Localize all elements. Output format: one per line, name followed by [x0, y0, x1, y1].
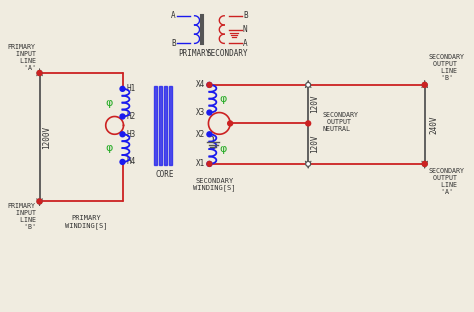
Text: B: B [171, 39, 176, 48]
Text: φ: φ [219, 144, 227, 154]
Bar [169, 86, 172, 165]
Circle shape [207, 82, 212, 87]
Circle shape [422, 161, 427, 166]
Text: H4: H4 [127, 158, 136, 166]
Circle shape [422, 82, 427, 87]
Circle shape [37, 199, 42, 204]
Bar [164, 86, 167, 165]
Text: H3: H3 [127, 130, 136, 139]
Circle shape [120, 159, 125, 164]
Text: PRIMARY
 INPUT
  LINE
  'A': PRIMARY INPUT LINE 'A' [8, 44, 36, 71]
Text: A: A [243, 39, 247, 48]
Text: N: N [243, 25, 247, 34]
Text: X2: X2 [196, 130, 205, 139]
Text: 120V: 120V [310, 95, 319, 113]
Circle shape [37, 71, 42, 76]
Bar [159, 86, 162, 165]
Text: A: A [171, 11, 176, 20]
Circle shape [207, 161, 212, 166]
Text: 240V: 240V [429, 115, 438, 134]
Circle shape [37, 199, 42, 204]
Circle shape [422, 82, 427, 87]
Text: 1200V: 1200V [42, 126, 51, 149]
Text: SECONDARY
 OUTPUT
   LINE
   'B': SECONDARY OUTPUT LINE 'B' [428, 54, 465, 81]
Text: SECONDARY
 OUTPUT
NEUTRAL: SECONDARY OUTPUT NEUTRAL [323, 112, 359, 132]
Circle shape [120, 114, 125, 119]
Circle shape [228, 121, 233, 126]
Circle shape [207, 110, 212, 115]
Text: φ: φ [105, 143, 112, 153]
Circle shape [207, 82, 212, 87]
Text: X4: X4 [196, 80, 205, 90]
Circle shape [422, 161, 427, 166]
Text: φ: φ [105, 98, 112, 108]
Circle shape [120, 86, 125, 91]
Text: SECONDARY
 OUTPUT
   LINE
   'A': SECONDARY OUTPUT LINE 'A' [428, 168, 465, 195]
Text: X3: X3 [196, 108, 205, 117]
Circle shape [207, 161, 212, 166]
Text: H2: H2 [127, 112, 136, 121]
Text: φ: φ [219, 94, 227, 104]
Text: X1: X1 [196, 159, 205, 168]
Text: CORE: CORE [156, 170, 174, 179]
Circle shape [120, 132, 125, 137]
Text: 120V: 120V [310, 134, 319, 153]
Circle shape [306, 121, 310, 126]
Text: PRIMARY: PRIMARY [178, 49, 211, 58]
Circle shape [306, 82, 310, 87]
Text: H1: H1 [127, 84, 136, 93]
Text: SECONDARY
WINDING[S]: SECONDARY WINDING[S] [193, 178, 236, 192]
Text: SECONDARY: SECONDARY [206, 49, 248, 58]
Circle shape [306, 161, 310, 166]
Bar [154, 86, 157, 165]
Text: B: B [243, 11, 247, 20]
Text: PRIMARY
WINDING[S]: PRIMARY WINDING[S] [65, 215, 107, 229]
Circle shape [37, 71, 42, 76]
Text: PRIMARY
 INPUT
  LINE
  'B': PRIMARY INPUT LINE 'B' [8, 203, 36, 230]
Circle shape [207, 132, 212, 137]
